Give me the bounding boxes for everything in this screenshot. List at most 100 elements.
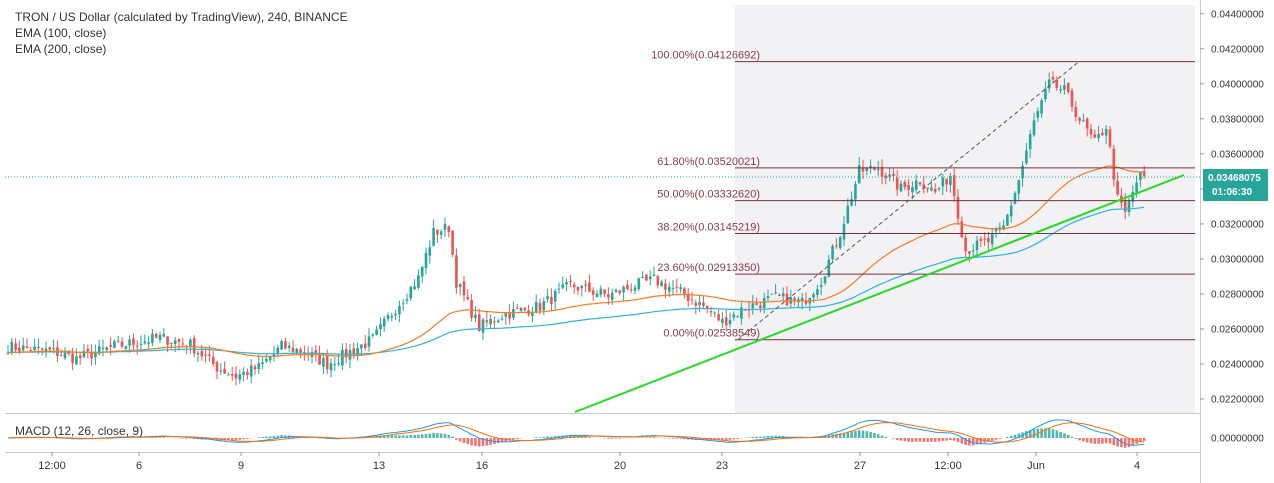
candle-up [614,289,618,292]
y-tick-label: 0.04400000 [1211,9,1264,20]
candle-up [1028,134,1032,150]
candle-down [933,188,937,192]
candle-down [363,343,367,348]
candle-down [759,305,762,308]
candle-up [599,288,603,295]
candle-down [59,354,63,356]
macd-histogram-bar [1066,434,1070,438]
macd-histogram-bar [933,438,937,442]
macd-histogram-bar [702,438,705,440]
candle-down [892,173,895,177]
macd-histogram-bar [956,438,960,442]
macd-histogram-bar [276,435,280,438]
candle-down [793,298,796,300]
candle-up [971,250,975,252]
candle-up [413,286,416,290]
candle-up [337,363,340,365]
x-tick-label: 16 [476,460,488,472]
candle-up [341,349,344,366]
candle-down [956,196,960,219]
candle-down [170,342,173,344]
fib-level-label: 100.00%(0.04126692) [651,50,760,62]
macd-histogram-bar [394,435,397,438]
macd-histogram-bar [1017,433,1021,438]
candle-down [208,354,211,356]
macd-histogram-bar [515,438,519,439]
macd-histogram-bar [679,438,682,439]
macd-histogram-bar [588,437,591,438]
candle-up [158,334,162,340]
candle-down [177,338,181,342]
macd-histogram-bar [151,437,154,438]
macd-histogram-bar [162,437,166,438]
x-tick-label: 12:00 [934,460,962,472]
candle-up [531,312,534,316]
candle-up [101,347,105,349]
macd-histogram-bar [1028,430,1032,438]
macd-histogram-bar [914,438,918,442]
candle-up [1040,100,1043,114]
candle-down [1074,106,1078,117]
candle-down [690,299,694,301]
macd-histogram-bar [227,438,230,441]
candle-down [1101,132,1104,136]
candle-down [25,346,29,349]
candle-down [926,187,929,190]
macd-histogram-bar [880,435,884,438]
candle-down [968,251,971,254]
price-badge-countdown: 01:06:30 [1212,187,1252,198]
candle-up [439,231,443,235]
candle-down [835,245,838,247]
candle-up [1104,129,1108,136]
y-tick-label: 0.02400000 [1211,359,1264,370]
macd-histogram-bar [835,433,838,438]
fib-level-label: 61.80%(0.03520021) [657,156,760,168]
candle-up [94,352,97,358]
macd-histogram-bar [770,435,774,438]
candle-down [804,300,808,304]
candle-down [1070,90,1074,107]
macd-histogram-bar [1063,433,1066,438]
candle-up [432,227,435,246]
candle-up [888,174,891,177]
candle-up [1135,182,1138,193]
macd-histogram-bar [922,438,926,442]
candle-down [299,349,302,353]
candle-down [717,314,720,321]
candle-down [979,238,983,241]
macd-histogram-bar [895,438,899,440]
candle-up [812,294,815,298]
candle-up [428,247,432,256]
fib-level-label: 23.60%(0.02913350) [657,262,760,274]
macd-histogram-bar [405,435,409,438]
candle-down [284,341,287,349]
macd-histogram-bar [1059,432,1062,438]
macd-histogram-bar [401,435,405,438]
macd-histogram-bar [451,436,454,438]
candle-down [607,294,610,298]
candle-up [857,165,861,184]
macd-histogram-bar [937,438,941,442]
candle-up [542,301,546,311]
candle-down [1078,117,1081,121]
candle-up [458,284,462,288]
macd-histogram-bar [242,438,245,440]
candle-down [907,185,910,190]
macd-histogram-bar [1074,438,1078,439]
candle-up [151,333,154,343]
macd-tick-label: 0.00000000 [1211,434,1264,445]
macd-histogram-bar [987,438,990,442]
macd-histogram-bar [1006,437,1009,438]
macd-histogram-bar [645,437,648,438]
candle-up [698,301,701,305]
macd-histogram-bar [154,437,158,438]
candle-up [196,352,200,355]
ema200-line [7,206,1145,355]
candle-up [546,296,549,300]
candle-down [1093,134,1097,138]
candle-down [493,321,496,323]
candle-down [1055,79,1059,89]
candle-up [401,303,405,305]
